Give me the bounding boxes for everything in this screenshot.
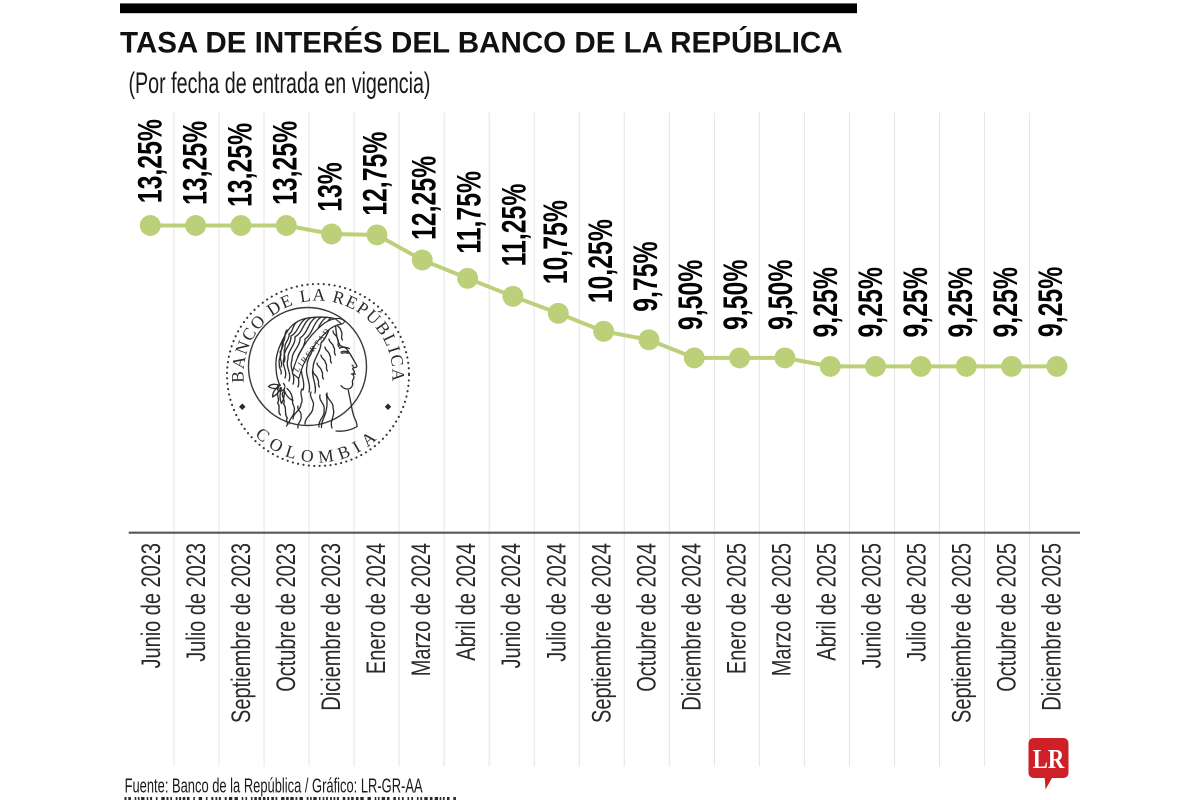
- svg-text:9,75%: 9,75%: [627, 241, 665, 311]
- svg-text:Septiembre de 2023: Septiembre de 2023: [226, 543, 256, 723]
- svg-text:Julio de 2023: Julio de 2023: [181, 543, 211, 662]
- svg-text:Abril de 2024: Abril de 2024: [451, 543, 481, 661]
- svg-text:9,25%: 9,25%: [852, 267, 890, 337]
- svg-text:10,75%: 10,75%: [537, 200, 575, 284]
- svg-text:Julio de 2024: Julio de 2024: [541, 543, 571, 662]
- svg-text:Septiembre de 2025: Septiembre de 2025: [947, 543, 977, 723]
- svg-text:Junio de 2024: Junio de 2024: [496, 543, 526, 669]
- svg-text:10,25%: 10,25%: [582, 219, 620, 303]
- svg-text:9,25%: 9,25%: [1032, 267, 1070, 337]
- svg-text:13,25%: 13,25%: [177, 121, 215, 205]
- svg-text:Julio de 2025: Julio de 2025: [902, 543, 932, 662]
- svg-text:Diciembre de 2025: Diciembre de 2025: [1037, 543, 1067, 711]
- svg-text:Junio de 2023: Junio de 2023: [136, 543, 166, 669]
- svg-text:11,25%: 11,25%: [496, 184, 534, 267]
- svg-text:TASA DE INTERÉS DEL BANCO DE L: TASA DE INTERÉS DEL BANCO DE LA REPÚBLIC…: [120, 26, 843, 60]
- svg-text:9,50%: 9,50%: [672, 260, 710, 330]
- svg-text:13,25%: 13,25%: [267, 121, 305, 205]
- svg-text:Abril de 2025: Abril de 2025: [812, 543, 842, 661]
- svg-text:Octubre de 2024: Octubre de 2024: [631, 543, 661, 692]
- svg-text:Fuente: Banco de la República: Fuente: Banco de la República / Gráfico:…: [125, 776, 423, 798]
- svg-text:13,25%: 13,25%: [222, 123, 260, 207]
- svg-text:Marzo de 2025: Marzo de 2025: [766, 543, 796, 676]
- svg-text:Junio de 2025: Junio de 2025: [857, 543, 887, 669]
- svg-text:Enero de 2025: Enero de 2025: [721, 543, 751, 674]
- svg-text:12,75%: 12,75%: [357, 132, 395, 216]
- svg-text:11,75%: 11,75%: [451, 171, 489, 254]
- svg-text:9,25%: 9,25%: [807, 267, 845, 337]
- svg-text:(Por fecha de entrada en vigen: (Por fecha de entrada en vigencia): [129, 67, 431, 100]
- svg-text:9,50%: 9,50%: [762, 260, 800, 330]
- svg-text:Diciembre de 2024: Diciembre de 2024: [676, 543, 706, 711]
- svg-text:9,25%: 9,25%: [897, 267, 935, 337]
- svg-text:Marzo de 2024: Marzo de 2024: [406, 543, 436, 676]
- svg-text:13,25%: 13,25%: [132, 119, 170, 203]
- svg-text:Octubre de 2023: Octubre de 2023: [271, 543, 301, 692]
- svg-text:Diciembre de 2023: Diciembre de 2023: [316, 543, 346, 711]
- svg-text:13%: 13%: [312, 162, 350, 212]
- svg-text:LR: LR: [1033, 744, 1065, 774]
- svg-text:Octubre de 2025: Octubre de 2025: [992, 543, 1022, 692]
- svg-text:9,25%: 9,25%: [987, 267, 1025, 337]
- svg-text:9,25%: 9,25%: [942, 267, 980, 337]
- svg-text:12,25%: 12,25%: [406, 156, 444, 240]
- svg-text:Septiembre de 2024: Septiembre de 2024: [586, 543, 616, 723]
- svg-text:Enero de 2024: Enero de 2024: [361, 543, 391, 674]
- svg-text:9,50%: 9,50%: [717, 260, 755, 330]
